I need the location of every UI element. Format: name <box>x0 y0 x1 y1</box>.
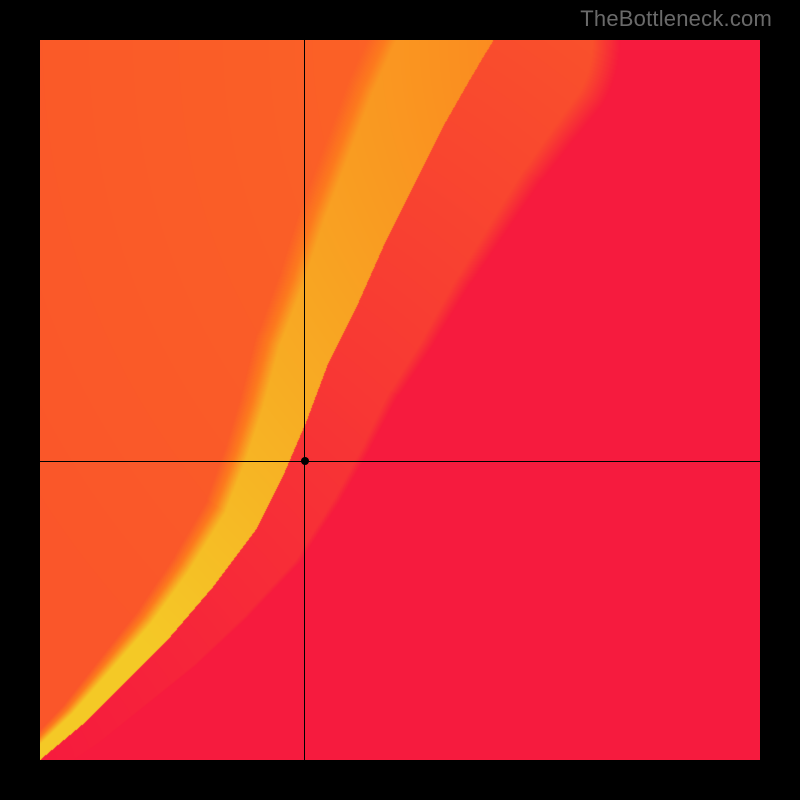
watermark-text: TheBottleneck.com <box>580 6 772 32</box>
crosshair-horizontal <box>40 461 760 462</box>
plot-area <box>40 40 760 760</box>
crosshair-vertical <box>304 40 305 760</box>
crosshair-marker <box>301 457 309 465</box>
heatmap-canvas <box>40 40 760 760</box>
